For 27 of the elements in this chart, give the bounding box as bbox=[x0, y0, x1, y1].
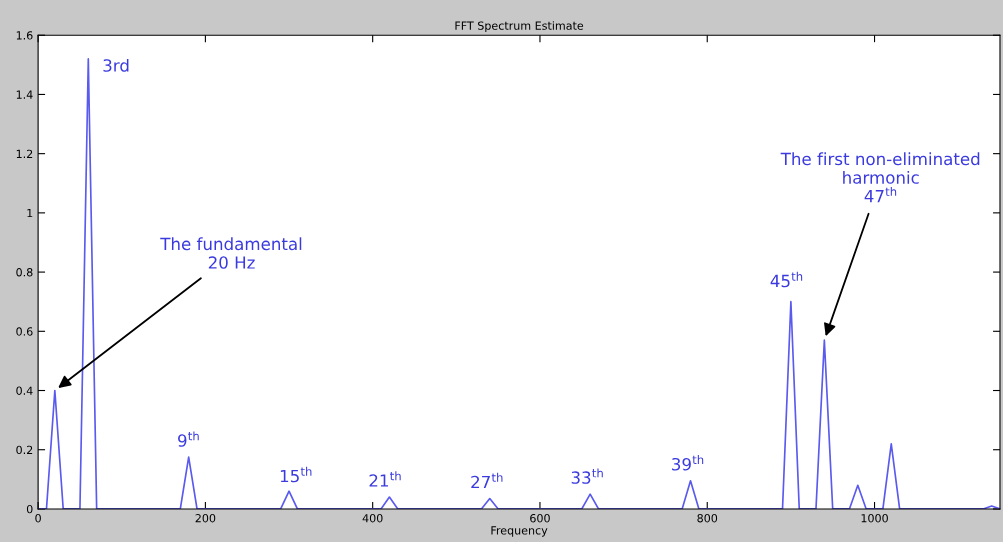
x-tick-label: 200 bbox=[195, 514, 216, 523]
x-tick-label: 800 bbox=[697, 514, 718, 523]
x-tick-label: 600 bbox=[530, 514, 550, 523]
y-tick-label: 0.8 bbox=[16, 268, 33, 277]
annotation: 3rd bbox=[103, 58, 129, 72]
chart-title: FFT Spectrum Estimate bbox=[455, 21, 584, 32]
y-tick-label: 1.2 bbox=[16, 149, 33, 158]
annotation: The first non-eliminated harmonic 47$^{th}$ bbox=[780, 152, 980, 203]
x-tick-label: 0 bbox=[35, 514, 41, 523]
y-tick-label: 1 bbox=[27, 208, 33, 218]
annotation: 45$^{th}$ bbox=[770, 271, 803, 288]
x-tick-label: 400 bbox=[362, 514, 383, 523]
y-tick-label: 0.4 bbox=[16, 386, 33, 395]
x-axis-title: Frequency bbox=[491, 526, 548, 537]
y-tick-label: 0 bbox=[26, 504, 33, 514]
annotation: The fundamental 20 Hz bbox=[160, 237, 302, 269]
annotation: 21$^{th}$ bbox=[369, 471, 401, 487]
annotation: 27$^{th}$ bbox=[471, 472, 503, 489]
y-tick-label: 0.2 bbox=[16, 445, 33, 455]
y-tick-label: 0.6 bbox=[16, 327, 33, 336]
annotation: 9$^{th}$ bbox=[178, 431, 199, 447]
annotation: 15$^{th}$ bbox=[280, 466, 312, 483]
annotation: 39$^{th}$ bbox=[672, 455, 704, 471]
x-tick-label: 1000 bbox=[861, 514, 888, 523]
annotation: 33$^{th}$ bbox=[571, 468, 603, 484]
y-tick-label: 1.4 bbox=[16, 90, 33, 99]
y-tick-label: 1.6 bbox=[16, 31, 33, 40]
